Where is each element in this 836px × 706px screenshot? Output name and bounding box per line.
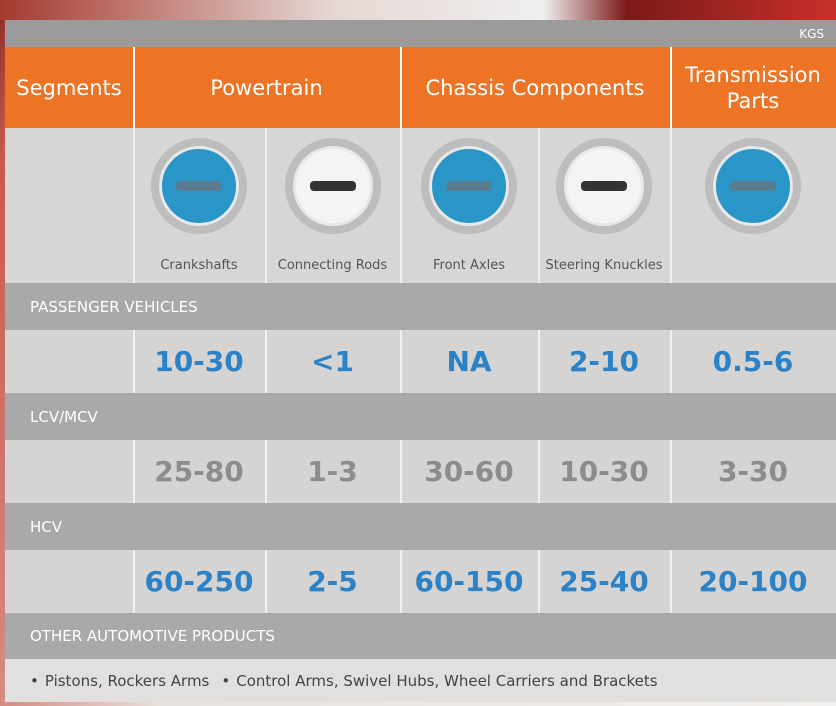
icon-inner [159, 146, 239, 226]
value: 25-40 [538, 550, 670, 613]
value: 2-10 [538, 330, 670, 393]
group-header: Powertrain [133, 47, 400, 128]
product-label: Steering Knuckles [538, 252, 670, 278]
divider [670, 128, 672, 283]
value: 3-30 [670, 440, 836, 503]
icon-glyph [730, 181, 776, 191]
group-header: Chassis Components [400, 47, 670, 128]
page: KGS SegmentsPowertrainChassis Components… [0, 0, 836, 706]
section-title: PASSENGER VEHICLES [5, 283, 836, 330]
value: <1 [265, 330, 400, 393]
product-icon [285, 138, 381, 234]
banner-strip [0, 0, 836, 20]
product-label: Crankshafts [133, 252, 265, 278]
group-header: Transmission Parts [670, 47, 836, 128]
divider [400, 47, 402, 128]
other-items: • Pistons, Rockers Arms • Control Arms, Swi… [5, 659, 836, 702]
divider [670, 47, 672, 128]
product-label: Front Axles [400, 252, 538, 278]
other-item: Pistons, Rockers Arms [45, 672, 210, 690]
section-title: OTHER AUTOMOTIVE PRODUCTS [5, 613, 836, 659]
section-title: HCV [5, 503, 836, 550]
value: 1-3 [265, 440, 400, 503]
value: 2-5 [265, 550, 400, 613]
icon-glyph [310, 181, 356, 191]
icon-glyph [176, 181, 222, 191]
value: 0.5-6 [670, 330, 836, 393]
section-title: LCV/MCV [5, 393, 836, 440]
bullet: • [221, 672, 230, 690]
group-header: Segments [5, 47, 133, 128]
unit-bar: KGS [5, 20, 836, 47]
icon-inner [293, 146, 373, 226]
product-label: Connecting Rods [265, 252, 400, 278]
icon-inner [564, 146, 644, 226]
bullet: • [30, 672, 39, 690]
value: 25-80 [133, 440, 265, 503]
value: 60-150 [400, 550, 538, 613]
product-icon [705, 138, 801, 234]
divider [133, 47, 135, 128]
value: 60-250 [133, 550, 265, 613]
product-icon [151, 138, 247, 234]
icon-inner [429, 146, 509, 226]
unit-label: KGS [799, 27, 824, 41]
icon-glyph [446, 181, 492, 191]
value: 20-100 [670, 550, 836, 613]
icon-inner [713, 146, 793, 226]
other-item: Control Arms, Swivel Hubs, Wheel Carrier… [236, 672, 657, 690]
icon-glyph [581, 181, 627, 191]
value: 10-30 [133, 330, 265, 393]
value: 30-60 [400, 440, 538, 503]
value: NA [400, 330, 538, 393]
product-icon [556, 138, 652, 234]
product-icon [421, 138, 517, 234]
value: 10-30 [538, 440, 670, 503]
